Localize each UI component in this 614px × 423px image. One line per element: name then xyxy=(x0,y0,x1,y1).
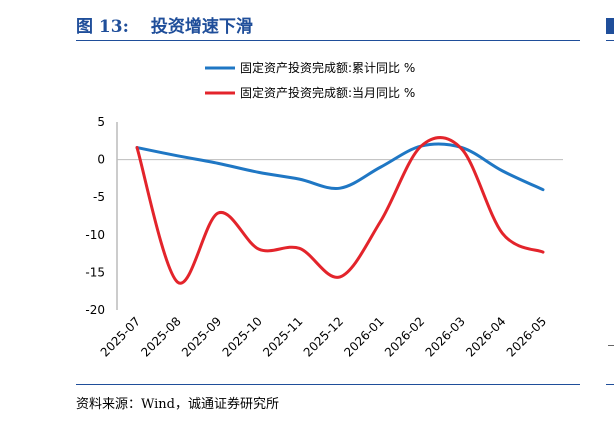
x-tick-label: 2025-12 xyxy=(301,314,346,359)
y-tick-label: 0 xyxy=(97,153,105,167)
x-tick-label: 2026-03 xyxy=(423,314,468,359)
y-tick-label: -15 xyxy=(85,265,105,279)
x-tick-label: 2026-01 xyxy=(341,314,386,359)
x-tick-label: 2026-02 xyxy=(382,314,427,359)
bottom-rule xyxy=(76,384,580,385)
y-tick-label: -10 xyxy=(85,228,105,242)
legend-label: 固定资产投资完成额:累计同比 % xyxy=(240,60,415,75)
x-tick-label: 2026-04 xyxy=(463,314,508,359)
y-tick-label: -20 xyxy=(85,303,105,317)
adjacent-figure-tick xyxy=(608,345,614,346)
x-tick-label: 2026-05 xyxy=(504,314,549,359)
y-tick-label: -5 xyxy=(93,190,105,204)
series-line-monthly xyxy=(135,136,545,285)
x-tick-label: 2025-07 xyxy=(98,314,143,359)
y-tick-label: 5 xyxy=(97,115,105,129)
x-tick-label: 2025-08 xyxy=(138,314,183,359)
figure-number: 图 13: xyxy=(76,17,129,37)
figure-title: 图 13: 投资增速下滑 xyxy=(76,12,253,37)
adjacent-figure-marker xyxy=(606,18,614,34)
x-tick-label: 2025-09 xyxy=(179,314,224,359)
x-tick-label: 2025-11 xyxy=(260,314,305,359)
top-rule xyxy=(76,40,580,41)
legend-label: 固定资产投资完成额:当月同比 % xyxy=(240,85,415,100)
series-line-cumulative xyxy=(135,142,545,192)
figure-title-text: 投资增速下滑 xyxy=(150,17,253,37)
x-tick-labels: 2025-072025-082025-092025-102025-112025-… xyxy=(98,314,549,359)
legend: 固定资产投资完成额:累计同比 % 固定资产投资完成额:当月同比 % xyxy=(205,60,415,100)
adjacent-figure-bottom-rule xyxy=(606,384,614,385)
adjacent-figure-rule xyxy=(606,40,614,41)
source-note: 资料来源：Wind，诚通证券研究所 xyxy=(76,397,279,412)
series-lines xyxy=(135,136,545,285)
y-tick-labels: 5 0 -5 -10 -15 -20 xyxy=(85,115,105,317)
x-tick-label: 2025-10 xyxy=(220,314,265,359)
